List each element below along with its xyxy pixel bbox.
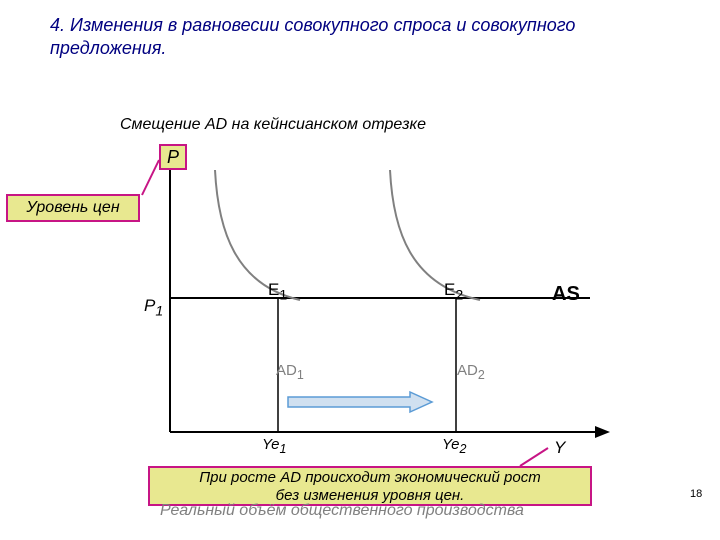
- ye2-label: Ye2: [442, 436, 466, 456]
- x-axis-arrowhead: [595, 426, 610, 438]
- ad2-label: AD2: [457, 362, 485, 382]
- ye1-label: Ye1: [262, 436, 286, 456]
- price-level-label: Уровень цен: [26, 199, 119, 216]
- as-label: AS: [552, 283, 580, 306]
- p1-label: P1: [144, 296, 163, 319]
- shift-arrow: [288, 392, 432, 412]
- ad1-label: AD1: [276, 362, 304, 382]
- y-axis-label: Y: [554, 438, 565, 458]
- diagram-svg: [0, 0, 720, 540]
- e1-label: E1: [268, 280, 287, 303]
- e2-label: E2: [444, 280, 463, 303]
- callout-price-level: Уровень цен: [6, 194, 140, 222]
- ad2-curve: [390, 170, 480, 300]
- callout-p-tail: [142, 160, 159, 195]
- footer-text: Реальный объём общественного производств…: [160, 502, 524, 520]
- callout-note-tail: [520, 448, 548, 466]
- callout-p: P: [159, 144, 187, 170]
- slide: 4. Изменения в равновесии совокупного сп…: [0, 0, 720, 540]
- note-line1: При росте AD происходит экономический ро…: [199, 469, 540, 486]
- axis-p-label: P: [167, 147, 179, 167]
- ad1-curve: [215, 170, 300, 300]
- callout-note: При росте AD происходит экономический ро…: [148, 466, 592, 506]
- page-number: 18: [690, 488, 702, 500]
